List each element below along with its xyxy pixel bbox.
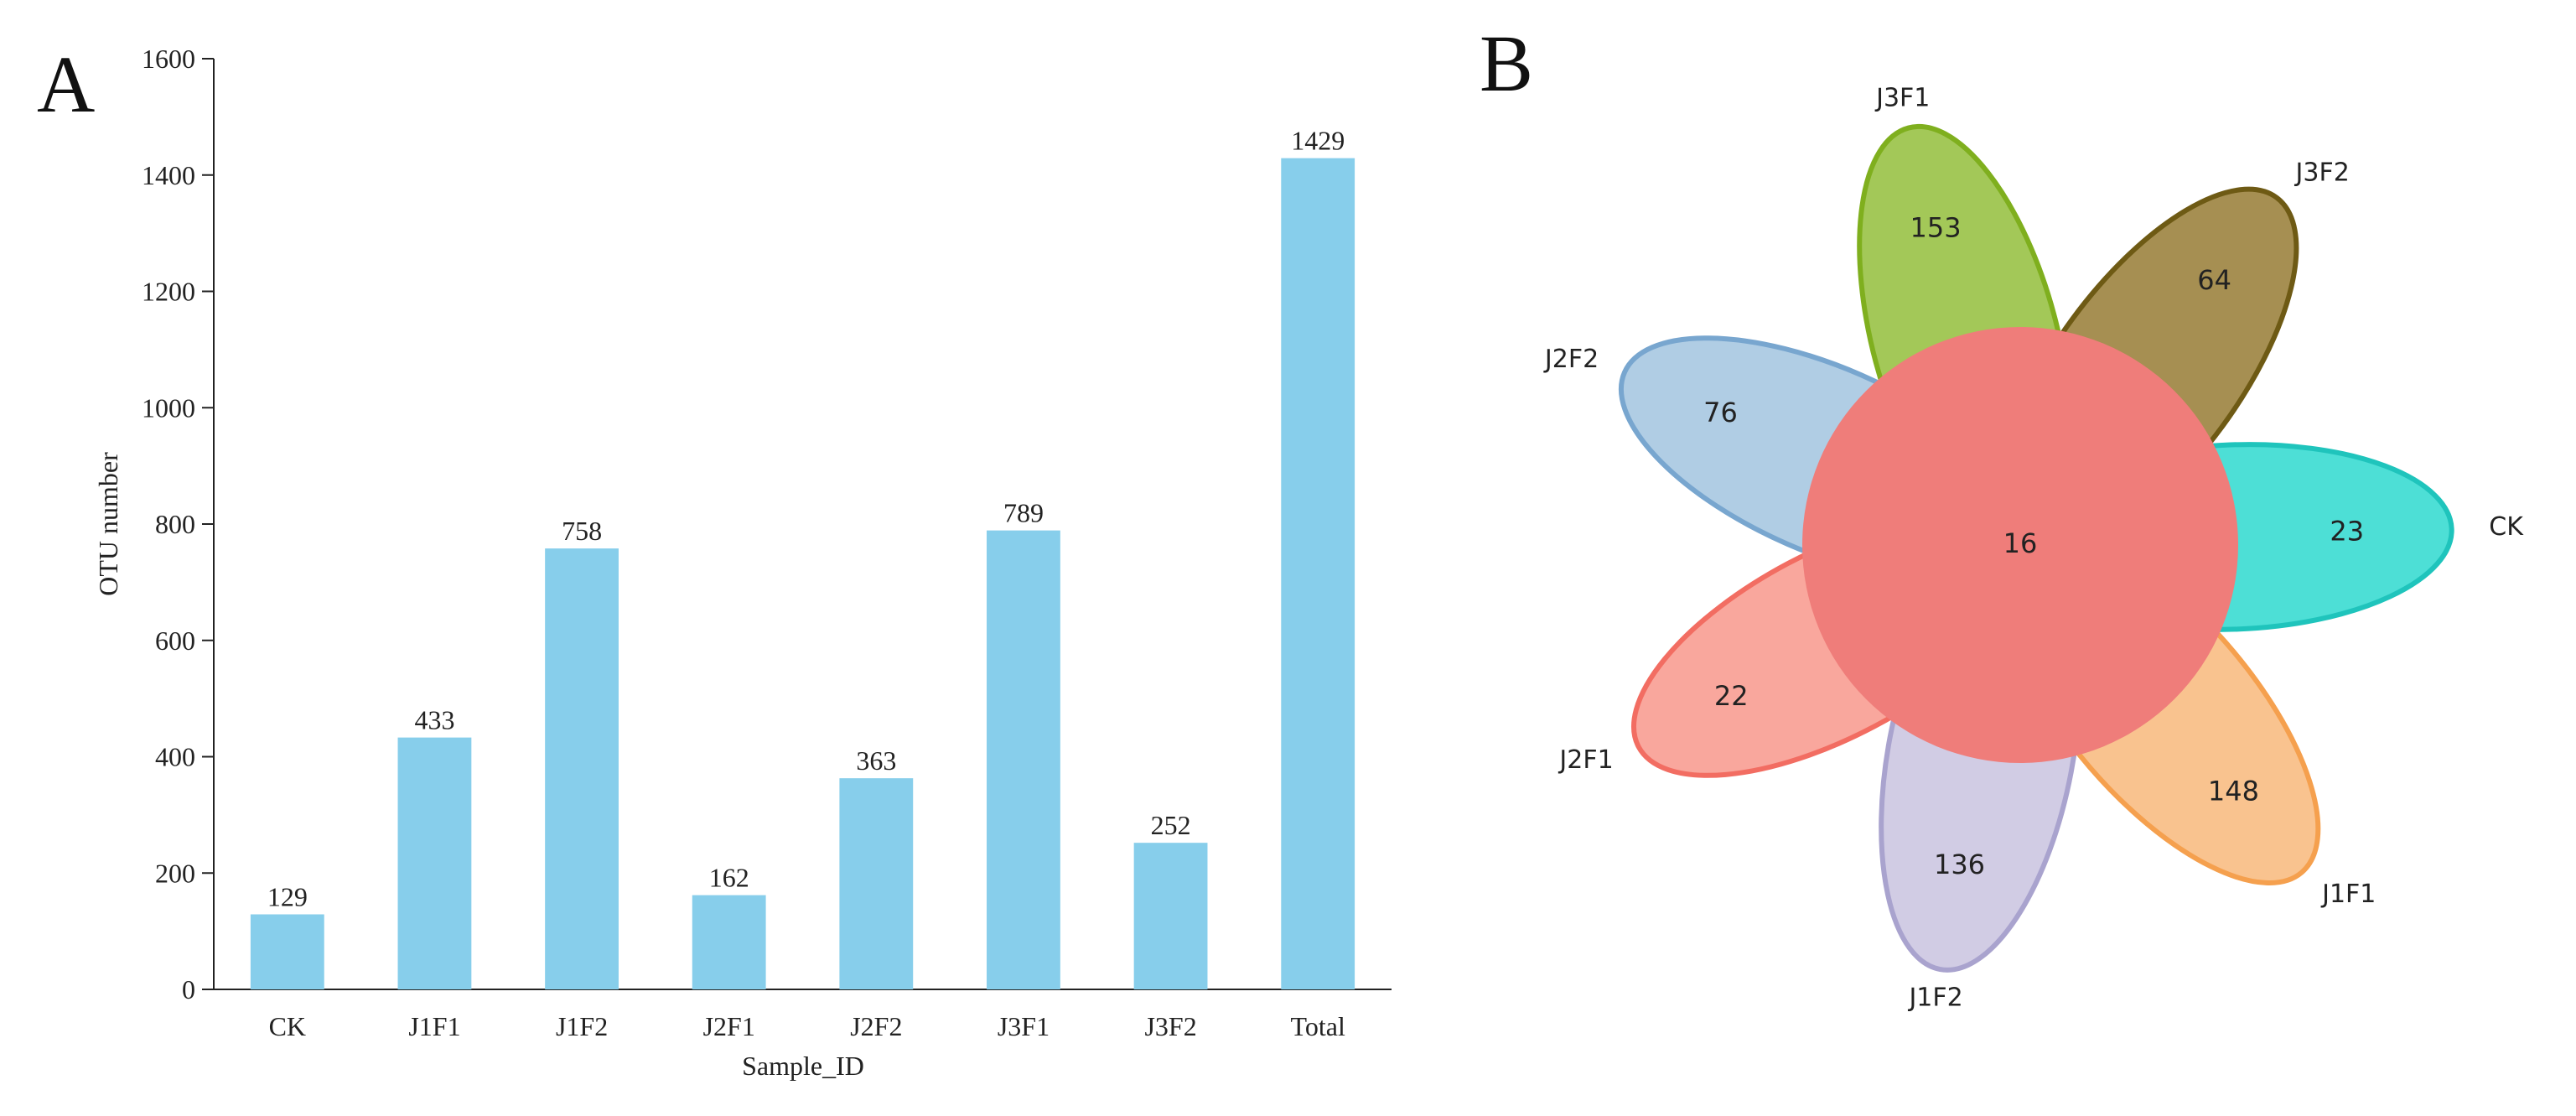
venn-unique-value: 153	[1910, 211, 1962, 243]
bar-j1f2	[545, 548, 619, 989]
bar-value-label: 162	[709, 863, 749, 893]
bar-value-label: 758	[562, 516, 602, 546]
panel-a-letter: A	[37, 39, 95, 129]
venn-set-name: CK	[2489, 512, 2524, 542]
y-tick-label: 200	[155, 858, 195, 888]
bar-chart-panel: A 0 200 400 600 800 1000 1200 1400 1600 129 433 75…	[37, 39, 1392, 1081]
venn-unique-value: 136	[1934, 849, 1985, 880]
bar-value-label: 129	[267, 882, 308, 912]
venn-unique-value: 76	[1703, 397, 1738, 428]
x-tick-label: J3F2	[1144, 1011, 1196, 1041]
x-tick-label: Total	[1291, 1011, 1345, 1041]
x-tick-label: J2F2	[850, 1011, 902, 1041]
bar-value-label: 789	[1003, 498, 1044, 528]
bar-chart-axes	[213, 59, 1392, 990]
bar-value-label: 363	[856, 745, 896, 776]
venn-set-name: J3F1	[1874, 83, 1930, 112]
y-tick-label: 800	[155, 509, 195, 539]
venn-labels: 153 J3F1 64 J3F2 23 CK 148 J1F1 136 J1F2 22 J2F1 76 J…	[1543, 83, 2524, 1012]
x-tick-label: J1F2	[556, 1011, 608, 1041]
bar-total	[1281, 158, 1355, 990]
x-tick-label: J3F1	[998, 1011, 1050, 1041]
bar-ck	[250, 914, 324, 989]
x-tick-label: CK	[269, 1011, 306, 1041]
x-tick-label: J2F1	[703, 1011, 755, 1041]
venn-unique-value: 64	[2197, 264, 2231, 296]
x-axis-title: Sample_ID	[742, 1051, 864, 1081]
bar-value-label: 1429	[1291, 126, 1345, 156]
venn-core-circle	[1802, 327, 2238, 763]
y-axis-title: OTU number	[93, 452, 123, 596]
y-ticks: 0 200 400 600 800 1000 1200 1400 1600	[142, 44, 214, 1004]
y-tick-label: 1000	[142, 392, 195, 423]
venn-set-name: J1F1	[2320, 880, 2376, 909]
venn-set-name: J2F1	[1558, 745, 1613, 775]
y-tick-label: 400	[155, 742, 195, 772]
x-ticks: CK J1F1 J1F2 J2F1 J2F2 J3F1 J3F2 Total	[269, 1011, 1345, 1041]
venn-panel: B 153 J3F1 64 J3F2 23 CK 148 J1F1 136 J1F2 22 J2F1 7…	[1480, 18, 2524, 1013]
y-tick-label: 1400	[142, 160, 195, 190]
venn-core-value: 16	[2003, 527, 2038, 559]
bar-value-label: 252	[1151, 810, 1191, 840]
bars	[250, 158, 1355, 990]
y-tick-label: 0	[182, 974, 195, 1004]
y-tick-label: 1200	[142, 277, 195, 307]
venn-set-name: J3F2	[2294, 158, 2350, 187]
bar-value-label: 433	[414, 705, 454, 735]
venn-set-name: J2F2	[1543, 345, 1599, 374]
bar-j3f2	[1133, 843, 1208, 989]
venn-unique-value: 148	[2208, 776, 2259, 807]
x-tick-label: J1F1	[408, 1011, 460, 1041]
venn-set-name: J1F2	[1907, 984, 1962, 1013]
venn-unique-value: 23	[2330, 515, 2364, 547]
bar-j2f1	[692, 895, 766, 989]
panel-b-letter: B	[1480, 18, 1533, 108]
venn-unique-value: 22	[1714, 680, 1749, 712]
y-tick-label: 600	[155, 625, 195, 656]
bar-j2f2	[839, 778, 914, 989]
y-tick-label: 1600	[142, 44, 195, 74]
bar-j3f1	[987, 530, 1060, 989]
bar-j1f1	[397, 737, 472, 989]
bar-value-labels: 129 433 758 162 363 789 252 1429	[267, 126, 1345, 912]
